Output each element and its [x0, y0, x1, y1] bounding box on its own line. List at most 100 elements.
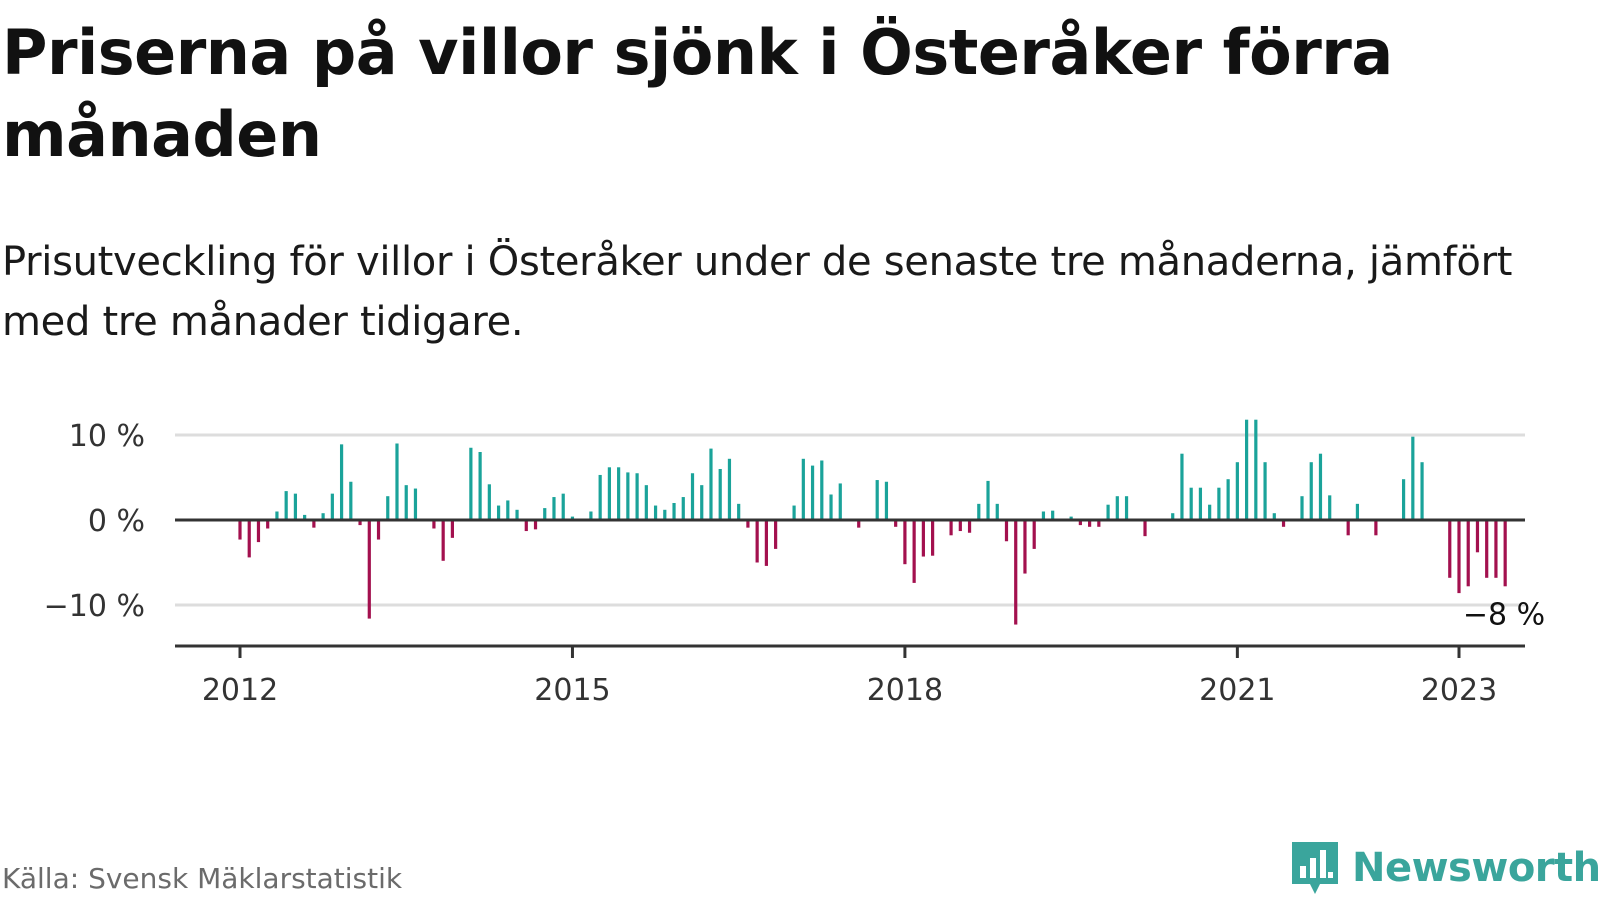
brand-logo[interactable]: Newsworthy	[1290, 840, 1600, 896]
bar	[238, 520, 242, 540]
bar	[293, 493, 298, 520]
bar	[820, 460, 824, 520]
bar	[931, 520, 935, 556]
bar	[764, 520, 768, 566]
bar	[1485, 520, 1489, 578]
bar	[801, 458, 805, 520]
bar	[1300, 496, 1304, 520]
bar	[1069, 516, 1073, 520]
bar	[727, 458, 732, 520]
bar	[1494, 520, 1498, 578]
x-tick-label: 2021	[1199, 673, 1275, 708]
bar	[1189, 487, 1193, 520]
bar	[1411, 436, 1415, 520]
bar	[404, 485, 408, 520]
x-tick-label: 2012	[202, 673, 278, 708]
bar	[321, 513, 325, 520]
bar	[1401, 479, 1406, 520]
bar	[690, 473, 695, 520]
bar	[635, 473, 639, 520]
source-note: Källa: Svensk Mäklarstatistik	[2, 862, 403, 895]
bar	[1466, 520, 1470, 587]
bar	[524, 520, 528, 532]
bar	[672, 503, 676, 520]
bar	[626, 472, 630, 520]
bar	[598, 474, 602, 520]
x-tick-label: 2023	[1421, 673, 1497, 708]
bar	[617, 467, 621, 520]
bar	[1041, 511, 1046, 520]
bar	[386, 496, 390, 520]
bar	[312, 520, 316, 528]
bar	[552, 497, 556, 520]
bar	[1023, 520, 1027, 574]
bar	[395, 443, 399, 520]
bar	[737, 503, 741, 520]
bars	[238, 419, 1507, 625]
x-tick-label: 2018	[867, 673, 943, 708]
bar	[1014, 520, 1018, 625]
bar	[570, 516, 575, 520]
bar	[949, 520, 953, 536]
bar	[644, 485, 648, 520]
bar	[1475, 520, 1480, 553]
bar	[367, 520, 371, 619]
bar	[1503, 520, 1507, 587]
bar	[958, 520, 962, 532]
x-tick-label: 2015	[534, 673, 610, 708]
bar	[432, 520, 436, 529]
bar	[1198, 487, 1203, 520]
bar	[543, 508, 547, 520]
bar	[792, 505, 796, 520]
bar	[1254, 419, 1258, 520]
bar	[986, 480, 990, 520]
bar	[1318, 453, 1323, 520]
bar	[376, 520, 381, 540]
bar	[709, 448, 713, 520]
y-tick-label: 0 %	[88, 504, 145, 539]
bar	[1448, 520, 1452, 578]
bar	[506, 500, 510, 520]
bar	[303, 514, 307, 520]
y-tick-label: 10 %	[69, 419, 145, 454]
bar	[1420, 462, 1424, 520]
bar	[1245, 419, 1249, 520]
brand-name: Newsworthy	[1352, 845, 1600, 891]
bar	[1355, 503, 1360, 520]
bar	[884, 481, 889, 520]
bar	[1374, 520, 1378, 536]
bar	[1235, 462, 1239, 520]
bar	[487, 484, 491, 520]
bar	[1051, 510, 1055, 520]
chart-subtitle: Prisutveckling för villor i Österåker un…	[2, 239, 1513, 345]
bar	[1097, 520, 1101, 527]
bar	[1078, 520, 1082, 526]
bar	[1272, 513, 1276, 520]
bar	[810, 465, 815, 520]
bar	[967, 520, 972, 533]
bar	[478, 452, 482, 520]
bar	[1124, 496, 1129, 520]
bar	[894, 520, 898, 527]
bar	[977, 503, 981, 520]
bar	[284, 491, 288, 520]
bar	[1088, 520, 1092, 527]
newsworthy-logo-icon	[1292, 842, 1338, 894]
bar	[681, 497, 685, 520]
bar	[266, 520, 270, 529]
bar	[1226, 479, 1230, 520]
axis-labels: 10 % 0 % −10 % 2012 2015 2018 2021 2023 −8 %	[44, 419, 1546, 708]
chart-title: Priserna på villor sjönk i Österåker för…	[2, 16, 1393, 171]
bar	[700, 485, 704, 520]
bar	[718, 469, 722, 520]
bar	[829, 494, 833, 520]
bar	[1106, 504, 1110, 520]
bar	[1143, 520, 1147, 537]
bar	[921, 520, 925, 557]
bar	[358, 520, 362, 526]
bar	[746, 520, 750, 528]
bar	[533, 520, 538, 530]
bar	[774, 520, 778, 549]
bar	[339, 444, 344, 520]
bar	[838, 483, 842, 520]
